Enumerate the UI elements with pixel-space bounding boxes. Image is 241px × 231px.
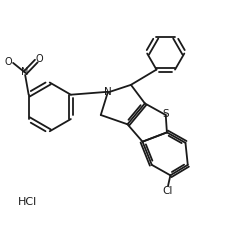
Text: S: S	[162, 108, 169, 118]
Text: Cl: Cl	[163, 185, 173, 196]
Text: N: N	[21, 67, 29, 76]
Text: O: O	[36, 54, 43, 64]
Text: HCl: HCl	[18, 196, 37, 206]
Text: O: O	[4, 57, 12, 67]
Text: N: N	[104, 86, 112, 96]
